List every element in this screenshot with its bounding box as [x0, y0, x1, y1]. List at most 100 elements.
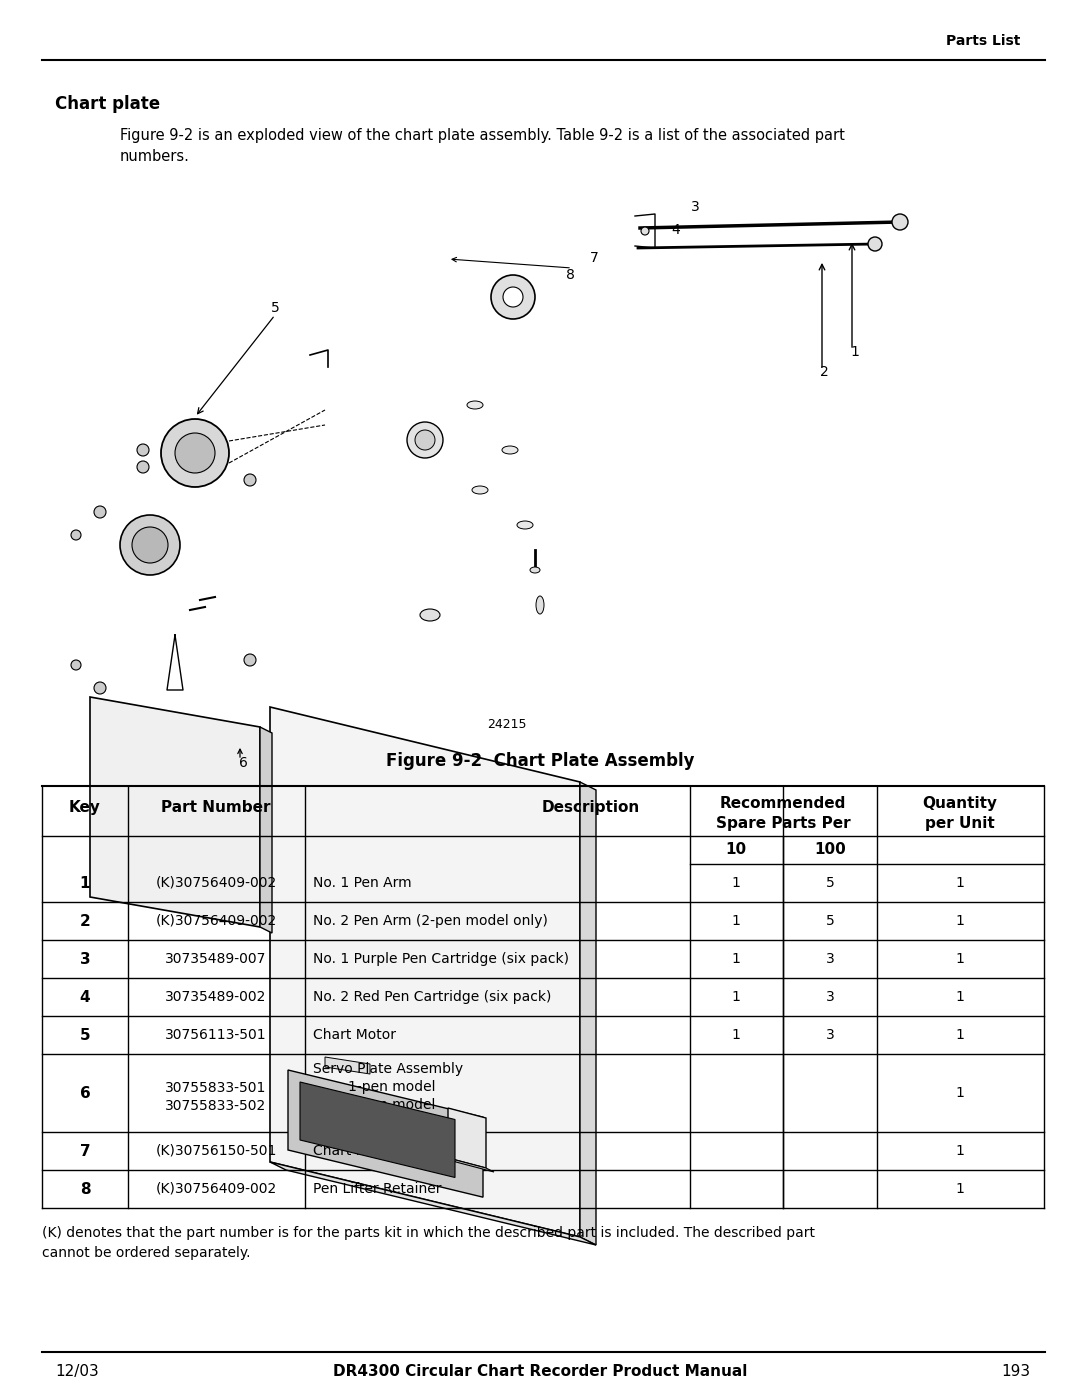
Text: Key: Key — [69, 800, 100, 814]
Text: 3: 3 — [825, 951, 835, 965]
Ellipse shape — [536, 597, 544, 615]
Text: 3: 3 — [825, 1028, 835, 1042]
Polygon shape — [288, 1070, 483, 1197]
Text: 2: 2 — [820, 365, 828, 379]
Circle shape — [137, 444, 149, 455]
Circle shape — [71, 529, 81, 541]
Text: 1: 1 — [956, 1182, 964, 1196]
Text: 10: 10 — [726, 842, 746, 856]
Text: 5: 5 — [825, 876, 835, 890]
Circle shape — [244, 654, 256, 666]
Text: No. 2 Red Pen Cartridge (six pack): No. 2 Red Pen Cartridge (six pack) — [313, 990, 552, 1004]
Polygon shape — [448, 1158, 494, 1172]
Text: (K)30756409-002: (K)30756409-002 — [156, 1182, 276, 1196]
Text: 24215: 24215 — [487, 718, 527, 731]
Text: 1: 1 — [956, 1144, 964, 1158]
Circle shape — [132, 527, 168, 563]
Text: 1: 1 — [956, 1028, 964, 1042]
Text: 30735489-007: 30735489-007 — [165, 951, 267, 965]
Text: 1: 1 — [80, 876, 91, 891]
Text: 100: 100 — [814, 842, 846, 856]
Ellipse shape — [517, 521, 534, 529]
Circle shape — [137, 461, 149, 474]
Circle shape — [415, 430, 435, 450]
Text: 3: 3 — [690, 200, 700, 214]
Polygon shape — [580, 782, 596, 1245]
Text: No. 1 Purple Pen Cartridge (six pack): No. 1 Purple Pen Cartridge (six pack) — [313, 951, 569, 965]
Text: (K) denotes that the part number is for the parts kit in which the described par: (K) denotes that the part number is for … — [42, 1227, 815, 1260]
Text: Chart Motor: Chart Motor — [313, 1028, 396, 1042]
Polygon shape — [448, 1108, 486, 1168]
Circle shape — [244, 474, 256, 486]
Text: 2-pen model: 2-pen model — [313, 1098, 435, 1112]
Text: 5: 5 — [825, 914, 835, 928]
Ellipse shape — [420, 609, 440, 622]
Text: 8: 8 — [566, 268, 575, 282]
Polygon shape — [260, 726, 272, 933]
Text: 1: 1 — [956, 1085, 964, 1099]
Circle shape — [94, 506, 106, 518]
Ellipse shape — [502, 446, 518, 454]
Text: 3: 3 — [80, 951, 91, 967]
Text: Part Number: Part Number — [161, 800, 271, 814]
Polygon shape — [90, 697, 260, 928]
Text: 6: 6 — [239, 756, 247, 770]
Text: 6: 6 — [80, 1085, 91, 1101]
Text: 1: 1 — [731, 876, 741, 890]
Text: Quantity
per Unit: Quantity per Unit — [922, 796, 998, 831]
Text: 30735489-002: 30735489-002 — [165, 990, 267, 1004]
Text: Recommended
Spare Parts Per: Recommended Spare Parts Per — [716, 796, 850, 831]
Text: DR4300 Circular Chart Recorder Product Manual: DR4300 Circular Chart Recorder Product M… — [333, 1363, 747, 1379]
Polygon shape — [270, 707, 580, 1236]
Text: 3: 3 — [825, 990, 835, 1004]
Text: (K)30756409-002: (K)30756409-002 — [156, 914, 276, 928]
Circle shape — [503, 286, 523, 307]
Circle shape — [175, 433, 215, 474]
Text: Parts List: Parts List — [946, 34, 1020, 47]
Polygon shape — [300, 1083, 455, 1178]
Circle shape — [120, 515, 180, 576]
Text: No. 1 Pen Arm: No. 1 Pen Arm — [313, 876, 411, 890]
Text: 1: 1 — [731, 990, 741, 1004]
Text: 1: 1 — [731, 951, 741, 965]
Text: Chart plate: Chart plate — [55, 95, 160, 113]
Text: 30755833-502: 30755833-502 — [165, 1099, 267, 1113]
Text: 1: 1 — [851, 345, 860, 359]
Text: Chart Hub Kit: Chart Hub Kit — [313, 1144, 406, 1158]
Circle shape — [71, 659, 81, 671]
Text: Servo Plate Assembly: Servo Plate Assembly — [313, 1062, 463, 1076]
Text: 193: 193 — [1001, 1363, 1030, 1379]
Circle shape — [491, 275, 535, 319]
Ellipse shape — [642, 226, 649, 235]
Circle shape — [94, 682, 106, 694]
Text: Figure 9-2  Chart Plate Assembly: Figure 9-2 Chart Plate Assembly — [386, 752, 694, 770]
Text: Figure 9-2 is an exploded view of the chart plate assembly. Table 9-2 is a list : Figure 9-2 is an exploded view of the ch… — [120, 129, 845, 163]
Text: No. 2 Pen Arm (2-pen model only): No. 2 Pen Arm (2-pen model only) — [313, 914, 548, 928]
Circle shape — [868, 237, 882, 251]
Text: 1: 1 — [956, 951, 964, 965]
Polygon shape — [325, 1058, 370, 1074]
Text: 1: 1 — [956, 990, 964, 1004]
Text: 5: 5 — [271, 300, 280, 314]
Text: 4: 4 — [80, 990, 91, 1004]
Text: 5: 5 — [80, 1028, 91, 1044]
Polygon shape — [270, 1162, 596, 1245]
Circle shape — [161, 419, 229, 488]
Text: 1: 1 — [731, 1028, 741, 1042]
Text: 30756113-501: 30756113-501 — [165, 1028, 267, 1042]
Text: (K)30756150-501: (K)30756150-501 — [156, 1144, 276, 1158]
Ellipse shape — [467, 401, 483, 409]
Circle shape — [892, 214, 908, 231]
Text: (K)30756409-002: (K)30756409-002 — [156, 876, 276, 890]
Text: 1: 1 — [731, 914, 741, 928]
Text: 7: 7 — [590, 251, 598, 265]
Text: Description: Description — [542, 800, 640, 814]
Ellipse shape — [530, 567, 540, 573]
Text: 4: 4 — [672, 224, 680, 237]
Text: 1: 1 — [956, 914, 964, 928]
Text: 1-pen model: 1-pen model — [313, 1080, 435, 1094]
Text: 2: 2 — [80, 914, 91, 929]
Text: 7: 7 — [80, 1144, 91, 1160]
Text: 1: 1 — [956, 876, 964, 890]
Text: Pen Lifter Retainer: Pen Lifter Retainer — [313, 1182, 442, 1196]
